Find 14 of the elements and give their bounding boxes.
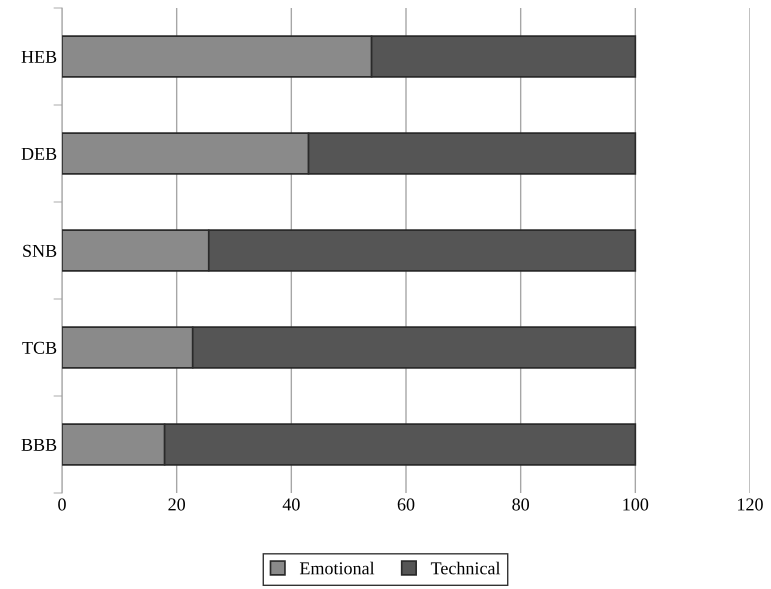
y-tick-label: BBB [22,438,56,451]
legend-label: Technical [430,562,500,574]
legend-label: Emotional [300,562,374,574]
x-tick-label: 0 [58,498,66,511]
x-tick-label: 100 [623,498,648,511]
x-tick-label: 80 [512,498,530,511]
y-tick-label: TCB [22,342,56,354]
x-tick-label: 40 [282,498,300,511]
y-tick-label: DEB [22,148,56,160]
x-tick-label: 120 [738,498,763,511]
x-tick-label: 60 [398,498,414,511]
y-tick-label: SNB [23,244,56,257]
y-tick-label: HEB [22,50,56,63]
x-tick-label: 20 [168,498,186,511]
